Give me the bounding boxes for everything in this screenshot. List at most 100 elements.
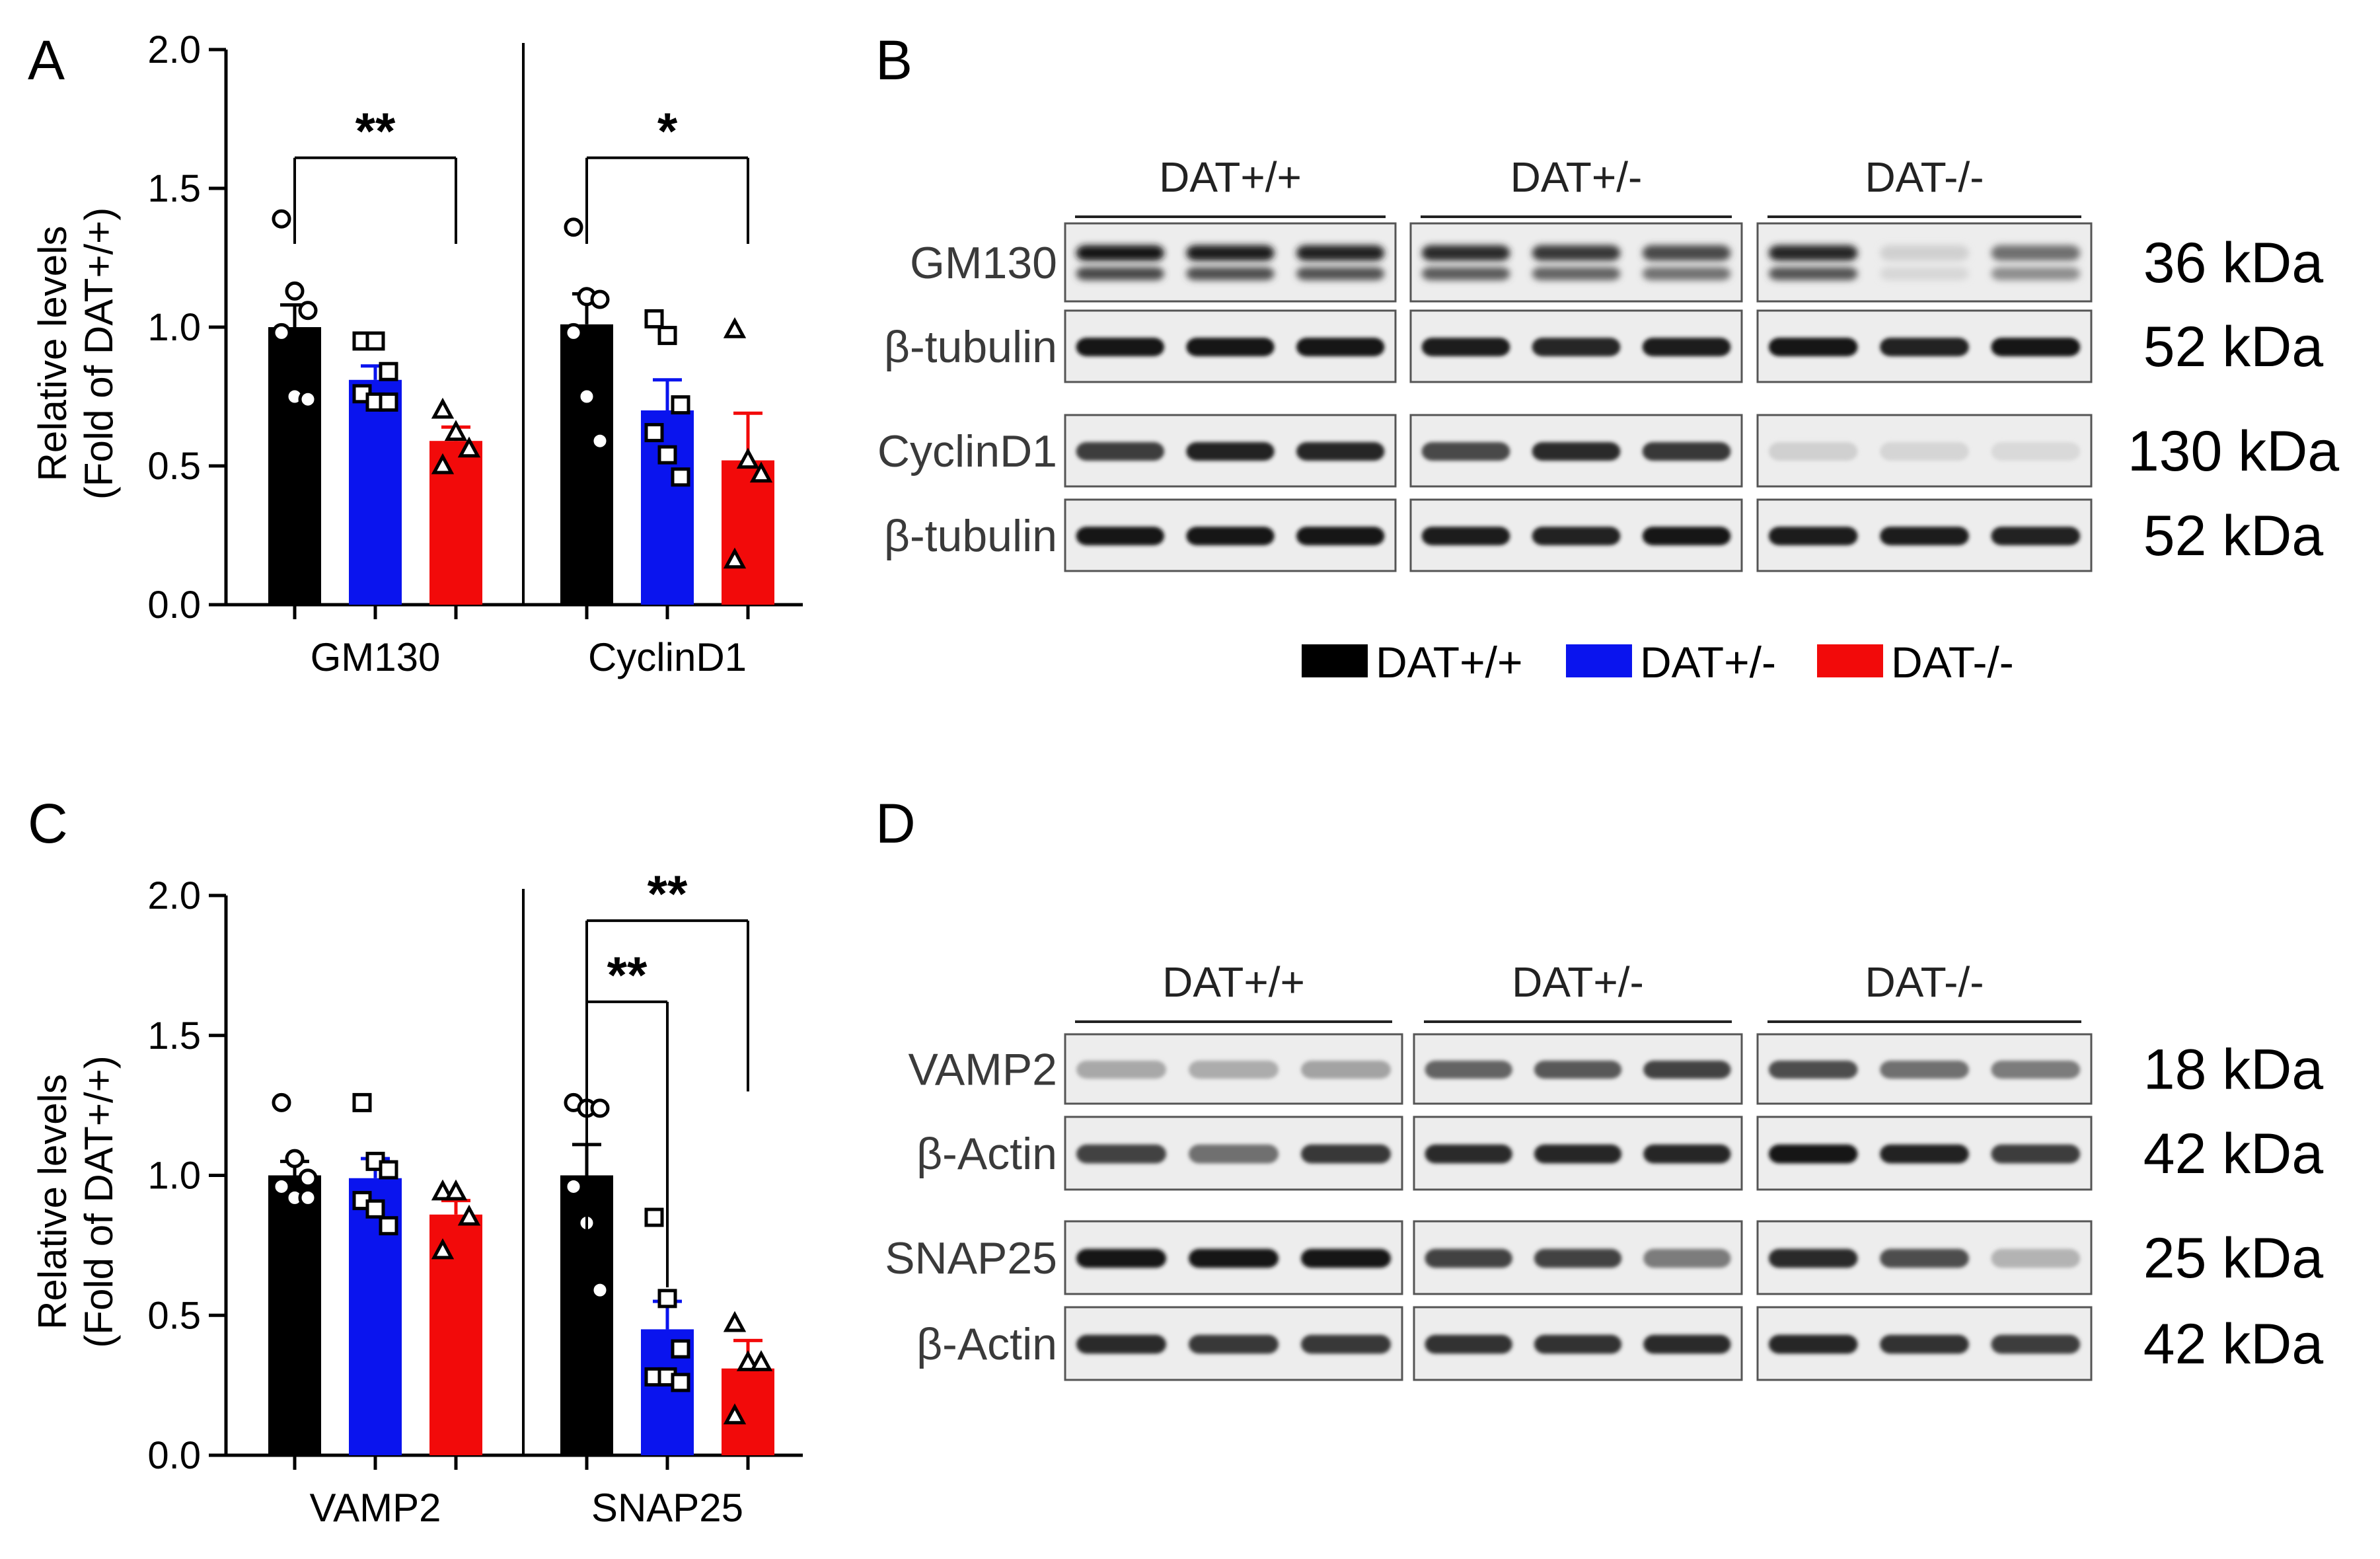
data-point-triangle xyxy=(723,547,747,569)
blot-band xyxy=(1076,267,1164,281)
blot-row-label: SNAP25 xyxy=(885,1233,1057,1283)
data-point-square xyxy=(644,309,664,328)
data-point-triangle xyxy=(736,447,760,469)
panel-label-a: A xyxy=(28,29,65,91)
data-point-circle xyxy=(564,217,583,237)
blot-band xyxy=(1076,1248,1166,1268)
data-point-circle xyxy=(285,281,305,301)
blot-band xyxy=(1186,338,1275,357)
blot-band xyxy=(1991,267,2081,281)
data-point-circle xyxy=(272,323,291,342)
y-tick-label: 0.0 xyxy=(147,584,201,627)
blot-band xyxy=(1532,527,1621,546)
blot-band xyxy=(1076,527,1164,546)
panel-label-d: D xyxy=(875,792,916,855)
data-point-triangle xyxy=(749,1350,773,1371)
blot-band xyxy=(1421,527,1510,546)
y-axis-title: (Fold of DAT+/+) xyxy=(77,1055,121,1348)
blot-band xyxy=(1296,338,1385,357)
blot-band xyxy=(1768,338,1858,357)
data-point-square xyxy=(671,467,690,487)
blot-frame xyxy=(1756,222,2093,303)
panel-label-b: B xyxy=(875,29,912,91)
data-point-square xyxy=(671,1339,690,1359)
blot-band xyxy=(1768,442,1858,461)
blot-band xyxy=(1186,442,1275,461)
blot-band xyxy=(1643,1060,1731,1079)
data-point-circle xyxy=(298,1188,318,1207)
bar xyxy=(349,379,402,605)
significance-label: * xyxy=(657,102,678,160)
blot-band xyxy=(1534,1334,1622,1354)
western-blot-b: DAT+/+ DAT+/- DAT-/- GM130 36 kDa β-tubulin 52… xyxy=(877,153,2339,572)
blot-band xyxy=(1076,338,1164,357)
data-point-square xyxy=(657,445,677,465)
blot-band xyxy=(1643,1334,1731,1354)
western-blot-d: DAT+/+ DAT+/- DAT-/- VAMP2 18 kDa β-Actin 42 k… xyxy=(885,958,2323,1381)
legend-label: DAT+/+ xyxy=(1376,638,1523,687)
blot-kda-label: 52 kDa xyxy=(2143,315,2324,379)
data-point-square xyxy=(379,1216,398,1236)
blot-band xyxy=(1532,267,1621,281)
data-point-circle xyxy=(298,301,318,321)
blot-band xyxy=(1768,1060,1858,1079)
blot-band xyxy=(1991,1334,2081,1354)
blot-kda-label: 36 kDa xyxy=(2143,231,2324,295)
blot-band xyxy=(1880,338,1969,357)
blot-band xyxy=(1534,1060,1622,1079)
blot-band xyxy=(1991,245,2081,261)
blot-row-label: GM130 xyxy=(910,238,1057,288)
data-point-triangle xyxy=(444,420,468,441)
data-point-circle xyxy=(590,1098,610,1118)
data-point-square xyxy=(644,1207,664,1227)
y-axis-title: Relative levels xyxy=(30,226,75,482)
blot-genotype-label: DAT-/- xyxy=(1865,153,1984,201)
data-point-square xyxy=(379,361,398,381)
blot-band xyxy=(1880,245,1969,261)
blot-band xyxy=(1768,245,1858,261)
y-tick-label: 2.0 xyxy=(147,874,201,917)
significance-label: ** xyxy=(607,946,648,1004)
blot-band xyxy=(1076,1144,1166,1164)
blot-band xyxy=(1296,527,1385,546)
blot-band xyxy=(1991,442,2081,461)
blot-band xyxy=(1768,527,1858,546)
y-tick-label: 0.5 xyxy=(147,445,201,488)
blot-band xyxy=(1189,1334,1279,1354)
blot-band xyxy=(1642,527,1731,546)
blot-band xyxy=(1991,1248,2081,1268)
significance-label: ** xyxy=(648,864,688,923)
legend-label: DAT+/- xyxy=(1640,638,1776,687)
blot-band xyxy=(1301,1144,1391,1164)
blot-band xyxy=(1189,1248,1279,1268)
blot-band xyxy=(1301,1248,1391,1268)
blot-band xyxy=(1642,338,1731,357)
data-point-triangle xyxy=(457,1204,481,1226)
blot-band xyxy=(1301,1060,1391,1079)
data-point-triangle xyxy=(749,461,773,483)
x-category-label: GM130 xyxy=(311,635,441,679)
x-category-label: SNAP25 xyxy=(591,1486,743,1530)
blot-band xyxy=(1642,267,1731,281)
blot-band xyxy=(1880,267,1969,281)
blot-band xyxy=(1421,338,1510,357)
blot-band xyxy=(1296,442,1385,461)
y-tick-label: 1.5 xyxy=(147,1014,201,1057)
blot-band xyxy=(1532,442,1621,461)
bar xyxy=(268,1175,321,1455)
legend-swatch xyxy=(1302,644,1368,677)
blot-band xyxy=(1425,1144,1512,1164)
blot-band xyxy=(1880,442,1969,461)
blot-genotype-label: DAT+/+ xyxy=(1159,153,1302,201)
blot-band xyxy=(1532,245,1621,261)
data-point-circle xyxy=(564,1176,583,1196)
blot-row-label: VAMP2 xyxy=(909,1045,1057,1095)
blot-band xyxy=(1768,1248,1858,1268)
blot-genotype-label: DAT+/- xyxy=(1512,958,1644,1006)
blot-band xyxy=(1642,245,1731,261)
blot-genotype-label: DAT+/+ xyxy=(1162,958,1305,1006)
blot-band xyxy=(1076,245,1164,261)
blot-frame xyxy=(1064,222,1397,303)
blot-band xyxy=(1421,267,1510,281)
